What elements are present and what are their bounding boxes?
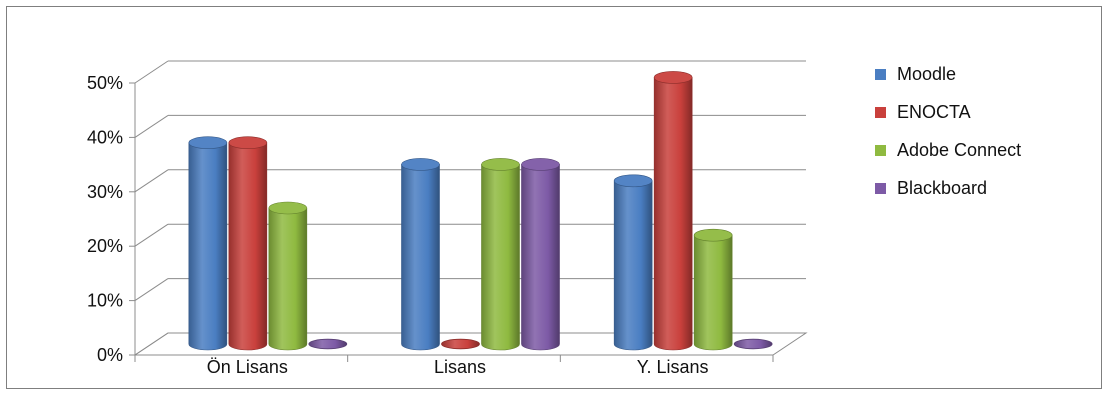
bar-body bbox=[401, 164, 440, 351]
x-tick-label: Lisans bbox=[434, 357, 486, 377]
bar-top bbox=[481, 158, 520, 171]
bar-body bbox=[268, 207, 308, 351]
bar-blackboard-0 bbox=[308, 338, 348, 350]
sidewall-gridline bbox=[134, 169, 169, 193]
legend-swatch bbox=[875, 145, 886, 156]
legend-item-blackboard: Blackboard bbox=[875, 178, 987, 198]
bar-top bbox=[521, 158, 560, 171]
bar-adobe-connect-0 bbox=[268, 201, 308, 351]
bar-moodle-1 bbox=[401, 158, 440, 351]
legend-item-adobe-connect: Adobe Connect bbox=[875, 140, 1021, 160]
legend-swatch bbox=[875, 69, 886, 80]
y-tick-label: 0% bbox=[97, 345, 123, 365]
bar-disc bbox=[733, 338, 773, 350]
legend-item-enocta: ENOCTA bbox=[875, 102, 971, 122]
legend-label: ENOCTA bbox=[897, 102, 971, 122]
bar-body bbox=[613, 180, 653, 351]
sidewall-gridline bbox=[134, 223, 169, 247]
chart-svg: 0% 10% 20% 30% 40% 50% Ön Lisans Lisans Y. Lisan… bbox=[87, 60, 1021, 377]
legend-label: Blackboard bbox=[897, 178, 987, 198]
bar-body bbox=[481, 164, 520, 351]
bar-disc bbox=[441, 338, 480, 350]
x-tick-label: Ön Lisans bbox=[207, 357, 288, 377]
bar-body bbox=[188, 142, 228, 351]
legend-swatch bbox=[875, 107, 886, 118]
tick-labels: 0% 10% 20% 30% 40% 50% Ön Lisans Lisans Y. Lisan… bbox=[87, 73, 709, 377]
chart-frame: 0% 10% 20% 30% 40% 50% Ön Lisans Lisans Y. Lisan… bbox=[6, 6, 1102, 389]
bar-body bbox=[228, 142, 268, 351]
legend-swatch bbox=[875, 183, 886, 194]
bar-top bbox=[268, 201, 308, 215]
sidewall-gridline bbox=[134, 278, 169, 302]
sidewall-gridline bbox=[134, 114, 169, 138]
legend-label: Adobe Connect bbox=[897, 140, 1021, 160]
legend-item-moodle: Moodle bbox=[875, 64, 956, 84]
bar-disc bbox=[308, 338, 348, 350]
bar-enocta-1 bbox=[441, 338, 480, 350]
bar-top bbox=[613, 174, 653, 188]
bar-top bbox=[401, 158, 440, 171]
bar-top bbox=[188, 136, 228, 150]
bar-blackboard-2 bbox=[733, 338, 773, 350]
y-tick-label: 50% bbox=[87, 73, 123, 93]
bars bbox=[188, 71, 773, 351]
bar-body bbox=[693, 234, 733, 351]
y-tick-label: 40% bbox=[87, 127, 123, 147]
bar-body bbox=[521, 164, 560, 351]
bar-adobe-connect-1 bbox=[481, 158, 520, 351]
bar-top bbox=[693, 228, 733, 242]
sidewall-gridline bbox=[134, 60, 169, 84]
y-tick-label: 10% bbox=[87, 291, 123, 311]
bar-enocta-2 bbox=[653, 71, 693, 351]
legend-label: Moodle bbox=[897, 64, 956, 84]
axes bbox=[129, 82, 808, 362]
bar-top bbox=[228, 136, 268, 150]
bar-adobe-connect-2 bbox=[693, 228, 733, 351]
bar-moodle-0 bbox=[188, 136, 228, 351]
y-tick-label: 30% bbox=[87, 182, 123, 202]
bar-enocta-0 bbox=[228, 136, 268, 351]
x-tick-label: Y. Lisans bbox=[637, 357, 709, 377]
legend: Moodle ENOCTA Adobe Connect Blackboard bbox=[875, 64, 1021, 198]
bar-moodle-2 bbox=[613, 174, 653, 351]
bar-blackboard-1 bbox=[521, 158, 560, 351]
bar-top bbox=[653, 71, 693, 84]
y-tick-label: 20% bbox=[87, 236, 123, 256]
bar-body bbox=[653, 77, 693, 351]
